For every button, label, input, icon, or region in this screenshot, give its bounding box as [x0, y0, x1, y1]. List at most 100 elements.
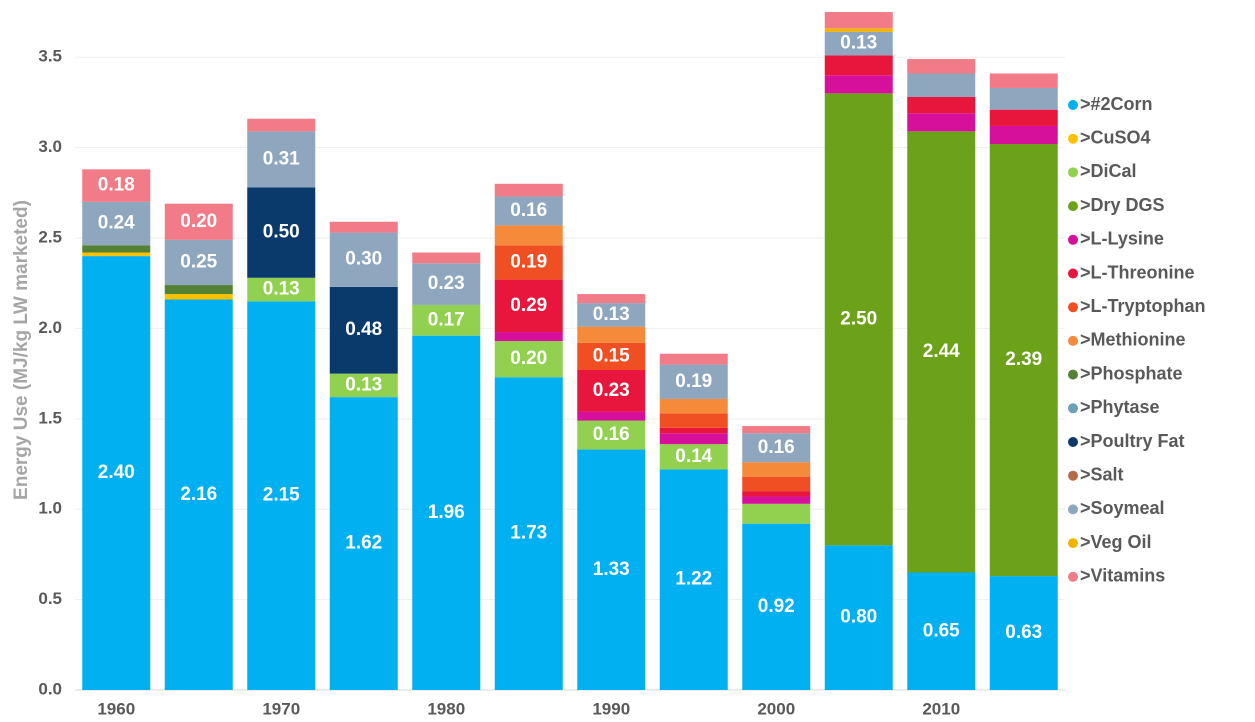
bar-segment: [577, 370, 646, 412]
legend-marker: [1068, 335, 1078, 346]
bar-segment: [824, 93, 893, 546]
x-tick-label: 1970: [262, 699, 300, 718]
bar-segment: [164, 285, 233, 295]
bar-segment: [659, 353, 728, 365]
legend-marker: [1068, 201, 1078, 212]
legend-marker: [1068, 403, 1078, 414]
data-label: 0.24: [98, 213, 135, 234]
bar-segment: [824, 31, 893, 56]
bar-segment: [989, 576, 1058, 690]
data-label: 0.48: [345, 319, 382, 340]
data-label: 2.39: [1005, 349, 1042, 370]
bar-segment: [247, 118, 316, 132]
y-tick-label: 2.5: [38, 228, 62, 247]
bar-segment: [494, 196, 563, 226]
data-label: 0.13: [345, 374, 382, 395]
data-label: 0.19: [510, 251, 547, 272]
bar-segment: [989, 73, 1058, 88]
bar-segment: [659, 427, 728, 434]
bar-segment: [907, 572, 976, 690]
legend-marker: [1068, 100, 1078, 110]
bar-segment: [659, 469, 728, 690]
data-label: 0.23: [428, 273, 465, 294]
bar-segment: [742, 523, 811, 690]
legend-label: >L-Lysine: [1080, 229, 1164, 249]
legend-marker: [1068, 369, 1078, 380]
bar-segment: [412, 335, 481, 690]
bar-segment: [247, 301, 316, 690]
bar-segment: [824, 28, 893, 32]
data-label: 1.73: [510, 523, 547, 544]
x-tick-label: 2010: [922, 699, 960, 718]
bar-segment: [577, 326, 646, 343]
y-tick-label: 1.0: [38, 499, 62, 518]
legend-label: >Dry DGS: [1080, 195, 1165, 215]
legend-marker: [1068, 470, 1078, 481]
legend-label: >Phytase: [1080, 397, 1160, 417]
bar-segment: [824, 12, 893, 29]
bar-segment: [164, 299, 233, 690]
legend-marker: [1068, 133, 1078, 144]
legend-label: >Vitamins: [1080, 566, 1165, 586]
x-tick-label: 1990: [592, 699, 630, 718]
bar-segment: [577, 294, 646, 304]
data-label: 0.13: [263, 279, 300, 300]
legend-label: >CuSO4: [1080, 127, 1151, 147]
bar-segment: [164, 294, 233, 300]
bar-segment: [907, 73, 976, 98]
y-tick-label: 3.5: [38, 47, 62, 66]
legend-label: >L-Threonine: [1080, 262, 1195, 282]
data-label: 0.63: [1005, 622, 1042, 643]
legend-label: >Methionine: [1080, 330, 1186, 350]
bar-segment: [329, 397, 398, 690]
bar-segment: [329, 286, 398, 374]
data-label: 1.33: [593, 559, 630, 580]
bar-segment: [824, 545, 893, 690]
y-tick-label: 3.0: [38, 137, 62, 156]
bar-segment: [494, 377, 563, 690]
legend-marker: [1068, 167, 1078, 178]
bar-segment: [164, 239, 233, 286]
legend-label: >L-Tryptophan: [1080, 296, 1206, 316]
legend-label: >Salt: [1080, 464, 1124, 484]
bar-segment: [82, 169, 151, 202]
data-label: 0.29: [510, 295, 547, 316]
data-label: 2.44: [923, 341, 960, 362]
bar-segment: [577, 449, 646, 690]
y-tick-label: 0.0: [38, 679, 62, 698]
data-label: 0.25: [180, 251, 217, 272]
data-label: 0.20: [180, 211, 217, 232]
bar-segment: [742, 433, 811, 463]
x-tick-label: 1960: [97, 699, 135, 718]
bar-segment: [742, 476, 811, 492]
bar-segment: [907, 59, 976, 74]
data-label: 0.13: [593, 304, 630, 325]
data-label: 0.19: [675, 371, 712, 392]
bar-segment: [742, 462, 811, 477]
bar-segment: [494, 332, 563, 342]
bar-segment: [247, 131, 316, 188]
bar-segment: [659, 433, 728, 445]
bar-segment: [247, 277, 316, 302]
bar-segment: [577, 420, 646, 450]
bar-segment: [577, 411, 646, 421]
data-label: 0.16: [593, 424, 630, 445]
data-label: 0.16: [510, 200, 547, 221]
data-label: 1.22: [675, 569, 712, 590]
legend-marker: [1068, 302, 1078, 313]
data-label: 0.14: [675, 446, 712, 467]
x-tick-label: 1980: [427, 699, 465, 718]
bar-segment: [659, 413, 728, 428]
legend-marker: [1068, 437, 1078, 447]
bar-segment: [907, 131, 976, 573]
data-label: 0.80: [840, 607, 877, 628]
data-label: 2.50: [840, 308, 877, 329]
data-label: 2.16: [180, 484, 217, 505]
bar-segment: [82, 245, 151, 253]
data-label: 0.65: [923, 620, 960, 641]
bar-segment: [742, 503, 811, 524]
legend-label: >Veg Oil: [1080, 532, 1152, 552]
bar-segment: [494, 245, 563, 280]
data-label: 0.17: [428, 309, 465, 330]
y-axis-title: Energy Use (MJ/kg LW marketed): [11, 200, 32, 500]
